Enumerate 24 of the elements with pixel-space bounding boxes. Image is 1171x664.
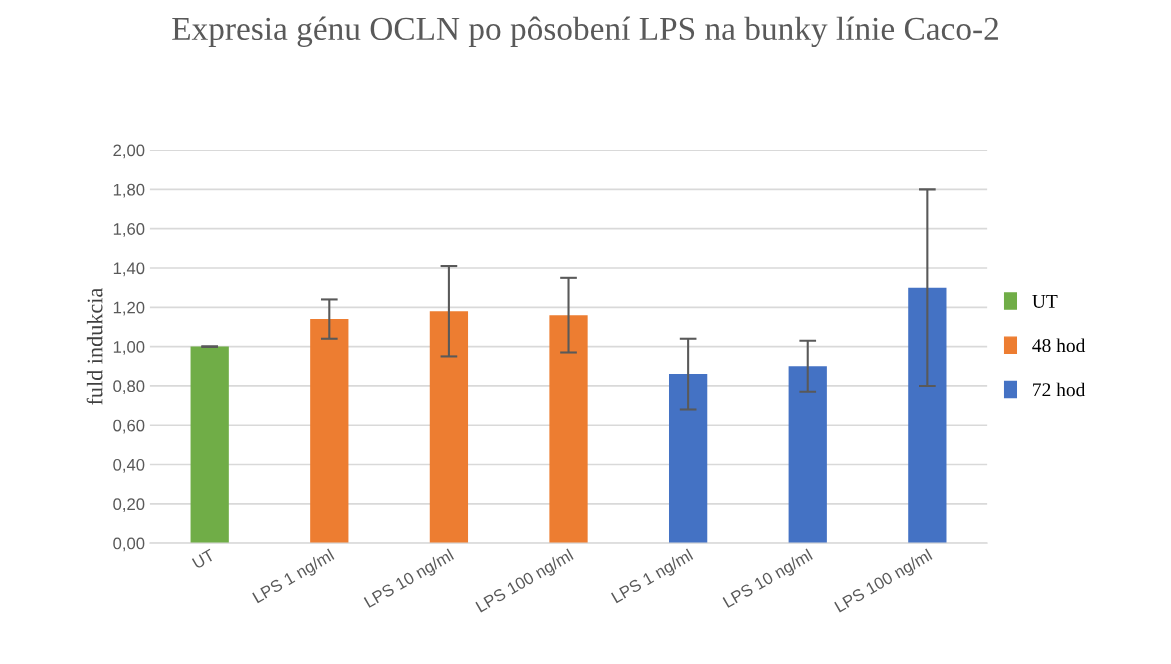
bar [429, 311, 469, 544]
legend-label: 72 hod [1033, 382, 1086, 397]
y-tick-label: 0,60 [113, 419, 145, 434]
legend-label: 48 hod [1032, 338, 1086, 353]
y-axis-title: fuld indukcia [86, 287, 103, 405]
bar [668, 374, 708, 544]
y-tick-label: 1,60 [113, 223, 145, 237]
y-tick-label: 2,00 [113, 144, 145, 159]
chart-title: Expresia génu OCLN po pôsobení LPS na bunky línie Caco-2 [172, 16, 998, 47]
bar [908, 287, 947, 544]
y-tick-label: 1,20 [113, 301, 145, 316]
bar [190, 346, 229, 544]
y-tick-label: 0,20 [113, 498, 145, 513]
legend-label: UT [1032, 295, 1058, 308]
y-tick-label: 1,00 [113, 341, 145, 355]
bar [549, 315, 588, 544]
y-tick-label: 0,40 [113, 458, 145, 473]
y-tick-label: 1,40 [113, 262, 145, 277]
y-tick-label: 1,80 [113, 183, 145, 198]
bar [788, 366, 827, 544]
y-tick-label: 0,00 [113, 537, 145, 552]
x-tick-label: UT [191, 548, 216, 570]
y-tick-label: 0,80 [113, 380, 145, 395]
bar [310, 319, 349, 544]
